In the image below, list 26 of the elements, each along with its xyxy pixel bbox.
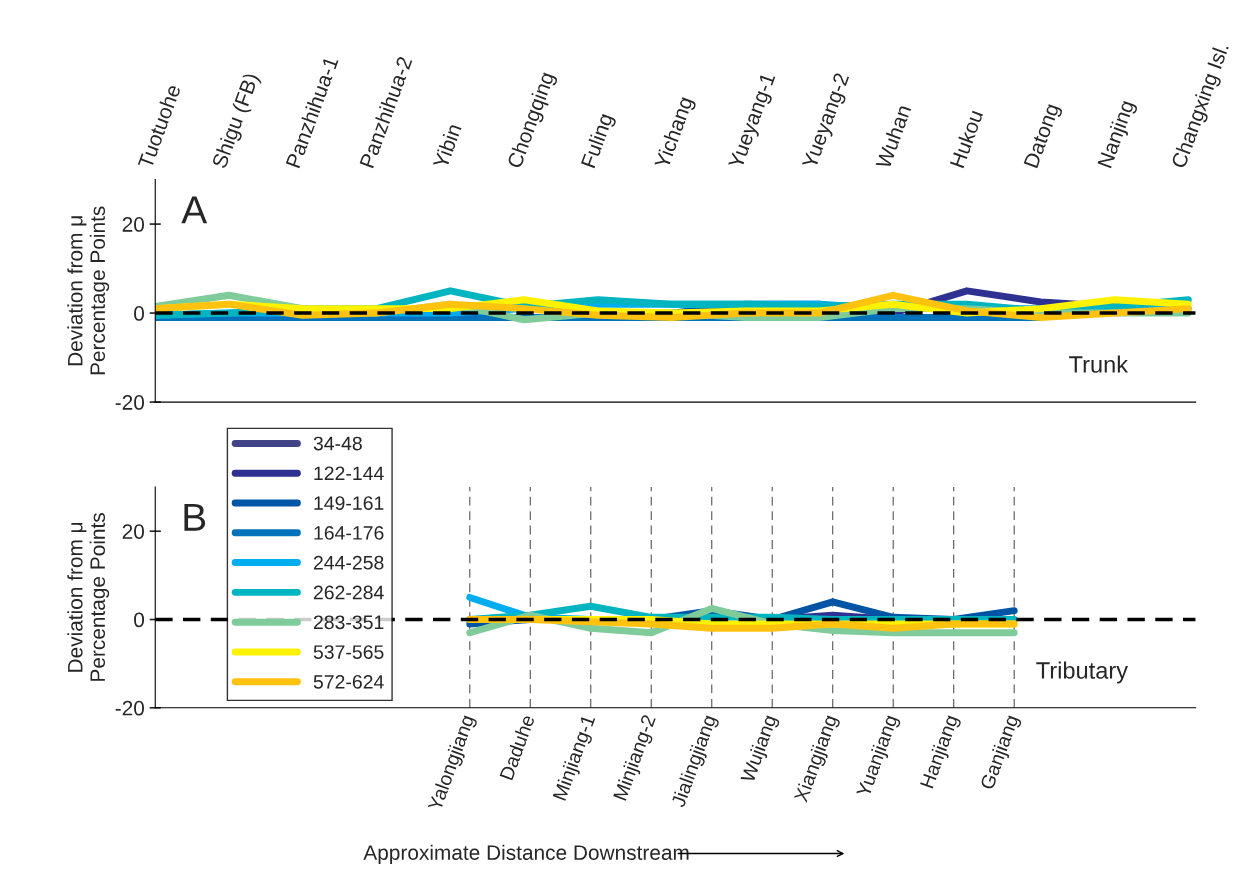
legend-label: 34-48: [313, 436, 362, 451]
y-tick-label: 0: [134, 612, 145, 628]
legend-label: 244-258: [313, 555, 384, 570]
legend-label: 537-565: [313, 645, 384, 659]
y-tick-label: -20: [115, 395, 145, 410]
legend-label: 572-624: [313, 674, 384, 689]
y-tick-label: 20: [122, 217, 145, 232]
x-tick-label: Hukou: [949, 109, 984, 169]
x-axis-title: Approximate Distance Downstream: [363, 844, 689, 865]
y-axis-title: Deviation from μ Percentage Points: [67, 206, 110, 375]
legend-label: 262-284: [313, 585, 384, 600]
text: B: [184, 503, 206, 531]
y-tick-label: 0: [134, 306, 145, 321]
y-axis-title: Deviation from μ Percentage Points: [67, 513, 110, 681]
legend-label: 122-144: [314, 466, 384, 481]
x-tick-label: Fuling: [580, 112, 617, 170]
annotation: A: [181, 196, 208, 224]
x-tick-label: Yibin: [432, 123, 462, 170]
annotation: Tributary: [1036, 661, 1128, 684]
legend-label: 164-176: [314, 526, 384, 540]
x-tick-label: Shigu (FB): [211, 72, 263, 171]
legend-label: 283-351: [313, 615, 384, 630]
legend-label: 149-161: [314, 496, 384, 510]
annotation: Trunk: [1069, 355, 1129, 373]
y-tick-label: 20: [122, 524, 145, 539]
y-tick-label: -20: [115, 700, 145, 716]
